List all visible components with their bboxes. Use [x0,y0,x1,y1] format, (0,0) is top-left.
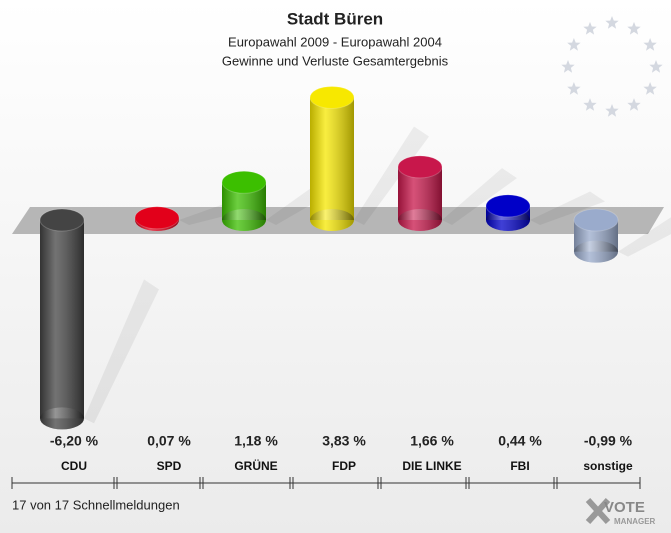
x-tick-label: FDP [332,459,356,473]
logo-icon [585,497,611,525]
x-tick-label: DIE LINKE [402,459,462,473]
logo-text: VOTE [604,499,645,516]
x-tick-label: GRÜNE [234,459,278,473]
eu-star [627,21,641,35]
eu-star [583,21,597,35]
value-label: -6,20 % [50,433,99,449]
bar-shade-bottom [40,407,84,430]
bar-top [309,85,355,109]
bar-shade [40,220,84,419]
value-label: 0,07 % [147,433,191,449]
bar-shadow [618,217,671,257]
value-label: 1,18 % [234,433,278,449]
bar-shade [310,97,354,220]
bar-top [397,155,443,179]
eu-star [561,60,575,73]
bar-top [134,206,180,230]
bar-shade-bottom [574,240,618,263]
chart-subtitle: Europawahl 2009 - Europawahl 2004 [228,34,442,49]
eu-star [643,82,657,95]
x-tick-label: SPD [156,459,182,473]
chart-subtitle: Gewinne und Verluste Gesamtergebnis [222,53,449,68]
eu-star [605,16,619,29]
bar-top [221,170,267,194]
footer: 17 von 17 Schnellmeldungen [12,497,180,512]
value-label: 1,66 % [410,433,454,449]
bar-shadow [354,126,429,225]
value-label: -0,99 % [584,433,633,449]
value-label: 0,44 % [498,433,542,449]
eu-star [643,38,657,51]
bar-shadow [442,168,517,225]
x-tick-label: sonstige [583,459,633,473]
logo-subtext: MANAGER [614,517,656,526]
eu-star [605,104,619,117]
eu-star [567,38,581,51]
x-tick-label: CDU [61,459,87,473]
bar-shadow [84,279,159,424]
bar-top [485,194,531,218]
bar-top [39,208,85,232]
x-tick-label: FBI [510,459,530,473]
eu-star [567,82,581,95]
eu-star [627,98,641,111]
eu-star [649,60,663,73]
bar-shade-bottom [398,209,442,231]
bar-shade-bottom [310,209,354,231]
chart-title: Stadt Büren [287,9,383,28]
bar-shade-bottom [222,209,266,231]
eu-star [583,98,597,111]
bar-top [573,208,619,232]
bar-shadow [530,191,605,225]
value-label: 3,83 % [322,433,366,449]
